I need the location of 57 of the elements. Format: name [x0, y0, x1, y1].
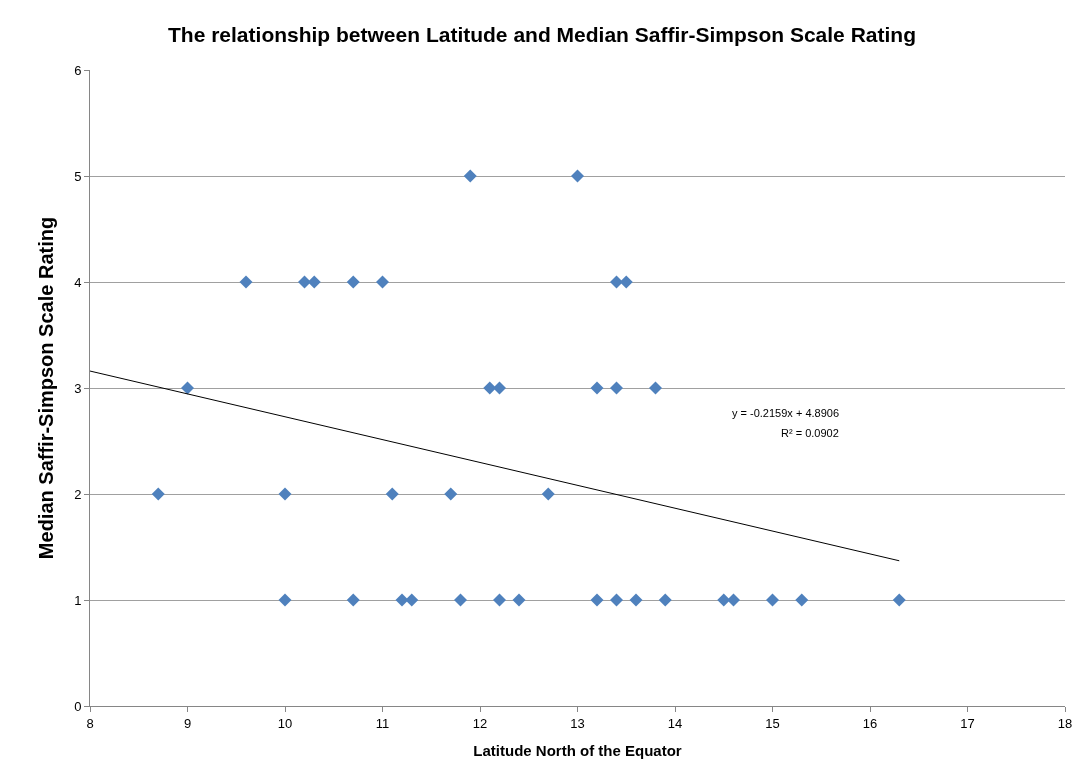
y-tick-label: 6: [74, 62, 82, 78]
x-tick-label: 17: [960, 715, 975, 731]
y-tick-label: 1: [74, 592, 82, 608]
point: [629, 593, 643, 607]
y-axis-title: Median Saffir-Simpson Scale Rating: [34, 216, 57, 560]
x-axis-title: Latitude North of the Equator: [473, 741, 682, 759]
point: [483, 381, 497, 395]
point: [385, 487, 399, 501]
y-tick-label: 2: [74, 486, 82, 502]
point: [181, 381, 194, 395]
x-tick-label: 15: [765, 715, 780, 731]
point: [278, 487, 292, 501]
annotation: y = -0.2159x + 4.8906: [732, 407, 840, 419]
point: [307, 275, 321, 289]
x-tick-label: 13: [570, 715, 585, 731]
point: [610, 593, 623, 607]
point: [590, 381, 604, 395]
point: [454, 593, 467, 607]
x-tick-label: 9: [183, 715, 192, 731]
x-tick-label: 10: [277, 715, 293, 731]
point: [346, 275, 360, 289]
point: [610, 381, 623, 395]
point: [619, 275, 633, 289]
y-tick-label: 4: [74, 274, 82, 290]
point: [278, 593, 292, 607]
x-tick-label: 16: [862, 715, 878, 731]
x-tick-label: 18: [1057, 715, 1073, 731]
point: [590, 593, 604, 607]
point: [717, 593, 731, 607]
chart-title: The relationship between Latitude and Median Saffir-Simpson Scale Rating: [168, 22, 916, 46]
point: [727, 593, 740, 607]
point: [658, 593, 672, 607]
point: [649, 381, 662, 395]
point: [512, 593, 526, 607]
point: [346, 593, 360, 607]
annotation: R² = 0.0902: [781, 427, 839, 439]
y-tick-label: 5: [74, 168, 82, 184]
point: [493, 593, 506, 607]
point: [571, 169, 584, 183]
x-tick-label: 11: [375, 715, 390, 731]
point: [239, 275, 253, 289]
point: [795, 593, 809, 607]
x-tick-label: 8: [86, 715, 94, 731]
point: [463, 169, 477, 183]
point: [444, 487, 458, 501]
x-tick-label: 12: [472, 715, 488, 731]
y-tick-label: 3: [74, 380, 82, 396]
point: [405, 593, 419, 607]
point: [766, 593, 779, 607]
point: [395, 593, 409, 607]
point: [376, 275, 389, 289]
y-tick-label: 0: [74, 698, 82, 714]
point: [493, 381, 506, 395]
x-tick-label: 14: [667, 715, 683, 731]
point: [151, 487, 165, 501]
point: [541, 487, 555, 501]
point: [892, 593, 906, 607]
